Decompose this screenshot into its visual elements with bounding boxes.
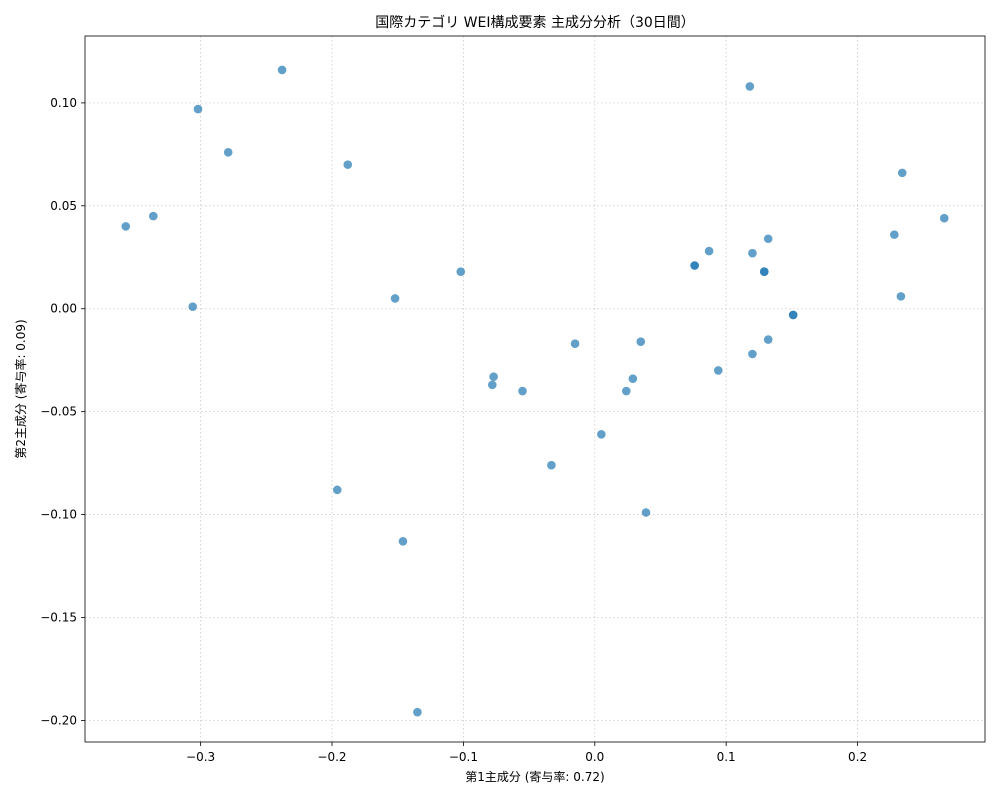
data-point xyxy=(759,267,769,276)
data-point xyxy=(223,147,233,157)
data-point xyxy=(413,707,422,717)
data-point xyxy=(763,234,773,244)
y-tick-label: −0.05 xyxy=(40,405,77,419)
plot-frame xyxy=(84,35,986,743)
data-point xyxy=(121,222,131,231)
data-point xyxy=(748,349,757,359)
data-point xyxy=(456,267,466,276)
y-tick-label: −0.15 xyxy=(40,610,77,624)
y-tick-label: −0.10 xyxy=(40,508,77,522)
points-layer xyxy=(121,65,949,717)
data-point xyxy=(713,366,723,375)
grid-layer xyxy=(85,36,985,742)
x-tick-label: −0.3 xyxy=(186,750,215,764)
y-tick-label: 0.10 xyxy=(50,96,77,110)
data-point xyxy=(897,168,907,178)
data-point xyxy=(890,230,899,239)
data-point xyxy=(149,211,158,221)
data-point xyxy=(704,246,714,256)
data-point xyxy=(763,335,773,344)
ticks-layer: −0.3 −0.2 −0.1 0.0 0.1 0.2 −0.20 −0.15 −0.10 −0.0… xyxy=(40,96,867,764)
data-point xyxy=(939,213,949,223)
data-point xyxy=(487,380,497,390)
data-point xyxy=(390,294,400,303)
y-tick-label: 0.00 xyxy=(50,302,77,316)
data-point xyxy=(788,310,798,320)
data-point xyxy=(332,485,342,495)
x-tick-label: 0.1 xyxy=(717,750,736,764)
data-point xyxy=(343,160,353,169)
data-point xyxy=(690,261,699,270)
data-point xyxy=(748,248,757,258)
data-point xyxy=(597,429,606,439)
data-point xyxy=(277,65,287,75)
x-tick-label: 0.2 xyxy=(848,750,867,764)
data-point xyxy=(570,339,580,349)
x-tick-label: 0.0 xyxy=(585,750,604,764)
data-point xyxy=(398,537,408,546)
data-point xyxy=(636,337,646,346)
y-axis-title: 第2主成分 (寄与率: 0.09) xyxy=(13,319,28,458)
x-axis-title: 第1主成分 (寄与率: 0.72) xyxy=(465,769,604,784)
data-point xyxy=(547,460,556,470)
data-point xyxy=(188,302,198,311)
data-point xyxy=(518,386,527,396)
data-point xyxy=(193,104,203,114)
data-point xyxy=(641,508,651,517)
data-point xyxy=(622,386,631,396)
data-point xyxy=(628,374,638,384)
x-tick-label: −0.2 xyxy=(317,750,346,764)
data-point xyxy=(745,82,755,91)
data-point xyxy=(489,372,498,381)
y-tick-label: −0.20 xyxy=(40,713,77,727)
data-point xyxy=(896,292,906,301)
y-tick-label: 0.05 xyxy=(50,199,77,213)
chart-title: 国際カテゴリ WEI構成要素 主成分分析（30日間） xyxy=(375,14,695,31)
x-tick-label: −0.1 xyxy=(449,750,478,764)
